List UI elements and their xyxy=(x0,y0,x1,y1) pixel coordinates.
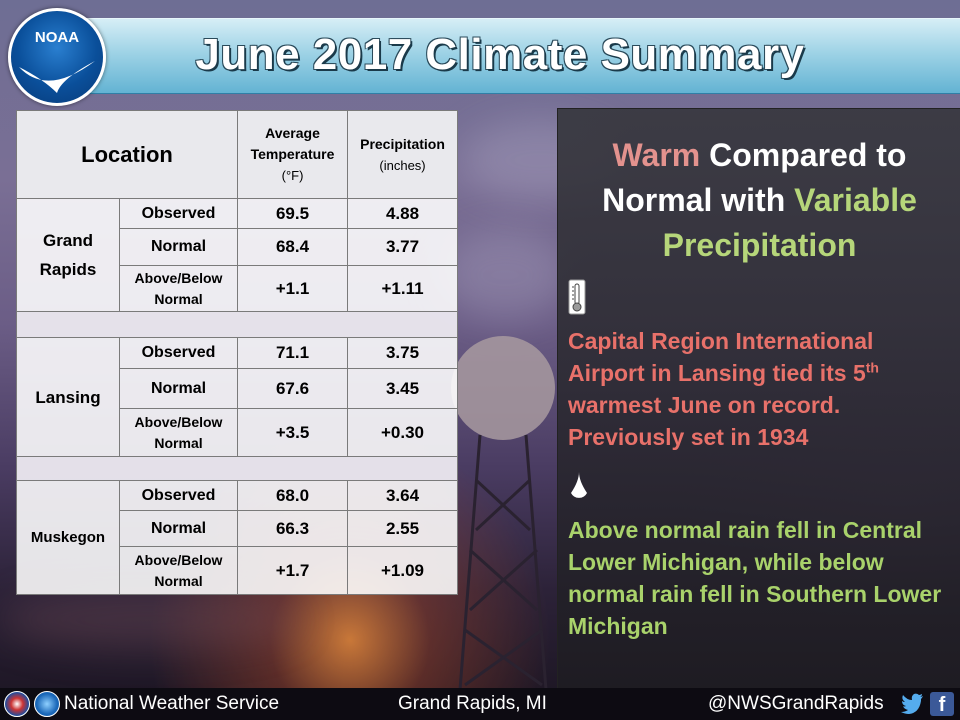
nws-logo xyxy=(4,691,30,717)
precip-value: 2.55 xyxy=(347,510,459,547)
raindrop-icon xyxy=(571,472,587,498)
table-row: Grand Rapids Observed 69.5 4.88 xyxy=(16,198,459,312)
panel-headline: Warm Compared to Normal with Variable Pr… xyxy=(602,137,917,263)
precip-departure: +1.09 xyxy=(347,546,459,595)
header-banner xyxy=(60,18,960,94)
row-label-normal: Normal xyxy=(118,228,239,266)
row-label-departure: Above/Below Normal xyxy=(118,408,239,457)
row-label-observed: Observed xyxy=(118,198,239,229)
temp-departure: +3.5 xyxy=(237,408,349,457)
location-grand-rapids: Grand Rapids xyxy=(16,198,120,312)
climate-table: Location Average Temperature (°F) Precip… xyxy=(15,110,459,595)
noaa-small-logo xyxy=(34,691,60,717)
precip-departure: +1.11 xyxy=(347,265,459,312)
temp-value: 69.5 xyxy=(237,198,349,229)
temp-departure: +1.1 xyxy=(237,265,349,312)
precip-value: 4.88 xyxy=(347,198,459,229)
temp-value: 68.4 xyxy=(237,228,349,266)
temp-value: 66.3 xyxy=(237,510,349,547)
table-header-row: Location Average Temperature (°F) Precip… xyxy=(15,110,459,199)
table-row: Above/Below Normal +1.1 +1.11 xyxy=(17,265,459,312)
row-label-observed: Observed xyxy=(118,480,239,511)
location-muskegon: Muskegon xyxy=(16,480,120,595)
rainfall-statement: Above normal rain fell in Central Lower … xyxy=(568,517,942,639)
temp-value: 71.1 xyxy=(237,337,349,369)
facebook-icon[interactable]: f xyxy=(930,692,954,716)
footer-organization: National Weather Service xyxy=(64,693,280,714)
table-row: Above/Below Normal +3.5 +0.30 xyxy=(17,408,459,457)
precip-value: 3.77 xyxy=(347,228,459,266)
temp-departure: +1.7 xyxy=(237,546,349,595)
footer-office: Grand Rapids, MI xyxy=(398,693,547,714)
seagull-icon xyxy=(19,61,95,93)
location-header: Location xyxy=(15,110,239,199)
precip-value: 3.45 xyxy=(347,368,459,409)
temp-value: 67.6 xyxy=(237,368,349,409)
table-row: Muskegon Observed 68.0 3.64 xyxy=(16,480,459,595)
table-row: Lansing Observed 71.1 3.75 xyxy=(16,337,459,457)
table-spacer-row xyxy=(15,311,459,338)
lansing-record-statement: Capital Region International Airport in … xyxy=(568,328,879,450)
row-label-normal: Normal xyxy=(118,368,239,409)
thermometer-icon xyxy=(568,279,586,315)
table-spacer-row xyxy=(15,456,459,481)
cloud xyxy=(0,590,300,650)
row-label-normal: Normal xyxy=(118,510,239,547)
precip-header: Precipitation (inches) xyxy=(347,110,459,199)
avg-temp-header: Average Temperature (°F) xyxy=(237,110,349,199)
twitter-handle[interactable]: @NWSGrandRapids xyxy=(708,693,884,714)
noaa-logo: NOAA xyxy=(8,8,106,106)
table-row: Normal 67.6 3.45 xyxy=(17,368,459,409)
location-lansing: Lansing xyxy=(16,337,120,457)
table-row: Above/Below Normal +1.7 +1.09 xyxy=(17,546,459,595)
twitter-icon[interactable] xyxy=(900,693,924,715)
precip-value: 3.64 xyxy=(347,480,459,511)
footer-bar: National Weather Service Grand Rapids, M… xyxy=(0,688,960,720)
row-label-departure: Above/Below Normal xyxy=(118,265,239,312)
row-label-departure: Above/Below Normal xyxy=(118,546,239,595)
precip-value: 3.75 xyxy=(347,337,459,369)
summary-panel: Warm Compared to Normal with Variable Pr… xyxy=(557,108,960,690)
page-title: June 2017 Climate Summary xyxy=(195,30,805,79)
precip-departure: +0.30 xyxy=(347,408,459,457)
radar-tower-image xyxy=(451,336,555,690)
cloud xyxy=(440,230,570,320)
row-label-observed: Observed xyxy=(118,337,239,369)
temp-value: 68.0 xyxy=(237,480,349,511)
